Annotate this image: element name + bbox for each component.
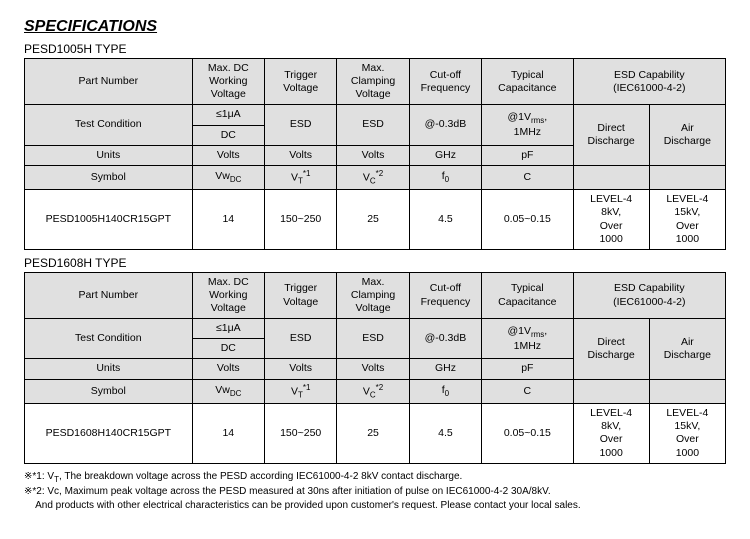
hdr-clamp: Max.ClampingVoltage xyxy=(337,272,409,318)
hdr-clamp: Max.ClampingVoltage xyxy=(337,59,409,105)
sym-vt: VT*1 xyxy=(265,165,337,190)
u-volts-3: Volts xyxy=(337,145,409,165)
sym-vwdc: VwDC xyxy=(192,165,264,190)
sym-f0: f0 xyxy=(409,379,481,404)
u-pf: pF xyxy=(482,145,573,165)
tc-rms: @1Vrms,1MHz xyxy=(482,319,573,359)
sym-f0: f0 xyxy=(409,165,481,190)
hdr-esd: ESD Capability(IEC61000-4-2) xyxy=(573,272,725,318)
table-subtitle: PESD1608H TYPE xyxy=(24,256,726,270)
esd-air: AirDischarge xyxy=(649,105,725,165)
table-subtitle: PESD1005H TYPE xyxy=(24,42,726,56)
cell-trigger: 150~250 xyxy=(265,404,337,464)
cell-cap: 0.05~0.15 xyxy=(482,190,573,250)
hdr-part-number: Part Number xyxy=(25,272,193,318)
sym-vt: VT*1 xyxy=(265,379,337,404)
u-volts-2: Volts xyxy=(265,359,337,379)
u-volts-1: Volts xyxy=(192,145,264,165)
hdr-symbol: Symbol xyxy=(25,165,193,190)
sym-vc: VC*2 xyxy=(337,379,409,404)
hdr-part-number: Part Number xyxy=(25,59,193,105)
u-volts-2: Volts xyxy=(265,145,337,165)
hdr-test-condition: Test Condition xyxy=(25,105,193,145)
tc-esd-trigger: ESD xyxy=(265,319,337,359)
cell-cutoff: 4.5 xyxy=(409,404,481,464)
cell-max-dc: 14 xyxy=(192,190,264,250)
hdr-esd: ESD Capability(IEC61000-4-2) xyxy=(573,59,725,105)
cell-esd-air: LEVEL-415kV,Over1000 xyxy=(649,404,725,464)
hdr-trigger: TriggerVoltage xyxy=(265,59,337,105)
page-title: SPECIFICATIONS xyxy=(24,18,726,36)
esd-direct: DirectDischarge xyxy=(573,105,649,165)
footnote-3: And products with other electrical chara… xyxy=(24,499,726,513)
hdr-max-dc: Max. DCWorkingVoltage xyxy=(192,272,264,318)
esd-air: AirDischarge xyxy=(649,319,725,379)
tc-leak: ≤1μA xyxy=(192,105,264,125)
cell-esd-direct: LEVEL-48kV,Over1000 xyxy=(573,404,649,464)
sym-blank-2 xyxy=(649,165,725,190)
table-row: PESD1608H140CR15GPT 14 150~250 25 4.5 0.… xyxy=(25,404,726,464)
hdr-cutoff: Cut-offFrequency xyxy=(409,59,481,105)
hdr-max-dc: Max. DCWorkingVoltage xyxy=(192,59,264,105)
cell-max-dc: 14 xyxy=(192,404,264,464)
u-pf: pF xyxy=(482,359,573,379)
tc-esd-clamp: ESD xyxy=(337,319,409,359)
hdr-units: Units xyxy=(25,145,193,165)
cell-part-number: PESD1608H140CR15GPT xyxy=(25,404,193,464)
tc-db: @-0.3dB xyxy=(409,319,481,359)
tc-leak: ≤1μA xyxy=(192,319,264,339)
sym-blank-1 xyxy=(573,165,649,190)
sym-c: C xyxy=(482,379,573,404)
cell-part-number: PESD1005H140CR15GPT xyxy=(25,190,193,250)
spec-table: Part Number Max. DCWorkingVoltage Trigge… xyxy=(24,272,726,464)
cell-clamp: 25 xyxy=(337,404,409,464)
sym-blank-1 xyxy=(573,379,649,404)
hdr-symbol: Symbol xyxy=(25,379,193,404)
u-volts-3: Volts xyxy=(337,359,409,379)
hdr-cap: TypicalCapacitance xyxy=(482,59,573,105)
u-volts-1: Volts xyxy=(192,359,264,379)
cell-esd-direct: LEVEL-48kV,Over1000 xyxy=(573,190,649,250)
hdr-cap: TypicalCapacitance xyxy=(482,272,573,318)
footnote-1: ※*1: VT, The breakdown voltage across th… xyxy=(24,470,726,486)
esd-direct: DirectDischarge xyxy=(573,319,649,379)
tc-dc: DC xyxy=(192,125,264,145)
cell-clamp: 25 xyxy=(337,190,409,250)
u-ghz: GHz xyxy=(409,359,481,379)
cell-esd-air: LEVEL-415kV,Over1000 xyxy=(649,190,725,250)
sym-vwdc: VwDC xyxy=(192,379,264,404)
cell-trigger: 150~250 xyxy=(265,190,337,250)
cell-cap: 0.05~0.15 xyxy=(482,404,573,464)
spec-table: Part Number Max. DCWorkingVoltage Trigge… xyxy=(24,58,726,250)
hdr-test-condition: Test Condition xyxy=(25,319,193,359)
hdr-cutoff: Cut-offFrequency xyxy=(409,272,481,318)
tc-esd-trigger: ESD xyxy=(265,105,337,145)
sym-blank-2 xyxy=(649,379,725,404)
footnotes: ※*1: VT, The breakdown voltage across th… xyxy=(24,470,726,513)
footnote-2: ※*2: Vc, Maximum peak voltage across the… xyxy=(24,485,726,499)
sym-c: C xyxy=(482,165,573,190)
tc-esd-clamp: ESD xyxy=(337,105,409,145)
hdr-units: Units xyxy=(25,359,193,379)
tc-db: @-0.3dB xyxy=(409,105,481,145)
tc-dc: DC xyxy=(192,339,264,359)
hdr-trigger: TriggerVoltage xyxy=(265,272,337,318)
sym-vc: VC*2 xyxy=(337,165,409,190)
table-row: PESD1005H140CR15GPT 14 150~250 25 4.5 0.… xyxy=(25,190,726,250)
cell-cutoff: 4.5 xyxy=(409,190,481,250)
u-ghz: GHz xyxy=(409,145,481,165)
tc-rms: @1Vrms,1MHz xyxy=(482,105,573,145)
